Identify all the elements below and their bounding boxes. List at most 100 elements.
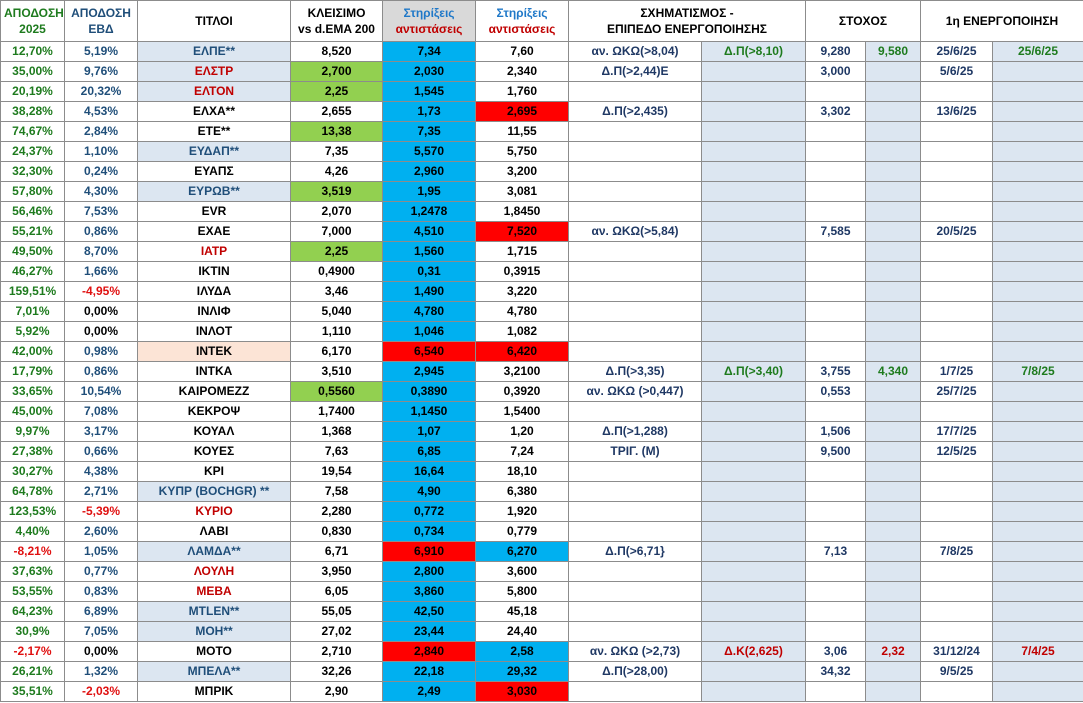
- cell-close: 3,519: [290, 181, 383, 202]
- cell-support-1: 6,85: [382, 441, 476, 462]
- cell-activation-date-2: [992, 541, 1083, 562]
- table-row: 27,38% 0,66% ΚΟΥΕΣ 7,63 6,85 7,24 ΤΡΙΓ. (Μ) 9,5…: [0, 441, 1083, 462]
- cell-perf-week: 0,77%: [64, 561, 138, 582]
- cell-pattern: [568, 241, 702, 262]
- cell-support-1: 6,540: [382, 341, 476, 362]
- cell-support-2: 0,3920: [475, 381, 569, 402]
- cell-activation-date-2: [992, 601, 1083, 622]
- cell-perf-2025: 20,19%: [0, 81, 65, 102]
- cell-target-2: [865, 201, 921, 222]
- cell-perf-week: 0,98%: [64, 341, 138, 362]
- cell-target: 3,06: [805, 641, 866, 662]
- cell-level: [701, 421, 806, 442]
- cell-ticker: ΕΛΠΕ**: [137, 41, 291, 62]
- cell-activation-date: [920, 281, 993, 302]
- cell-support-2: 2,695: [475, 101, 569, 122]
- cell-pattern: [568, 281, 702, 302]
- cell-target: [805, 121, 866, 142]
- cell-activation-date: 7/8/25: [920, 541, 993, 562]
- cell-target: [805, 601, 866, 622]
- cell-pattern: [568, 201, 702, 222]
- cell-activation-date-2: [992, 281, 1083, 302]
- cell-close: 2,90: [290, 681, 383, 702]
- cell-support-2: 0,3915: [475, 261, 569, 282]
- cell-perf-week: 1,66%: [64, 261, 138, 282]
- cell-target-2: [865, 601, 921, 622]
- cell-support-2: 18,10: [475, 461, 569, 482]
- table-row: 37,63% 0,77% ΛΟΥΛΗ 3,950 2,800 3,600: [0, 561, 1083, 582]
- cell-level: [701, 181, 806, 202]
- cell-activation-date-2: [992, 221, 1083, 242]
- cell-support-1: 2,960: [382, 161, 476, 182]
- cell-perf-2025: 53,55%: [0, 581, 65, 602]
- cell-perf-2025: 123,53%: [0, 501, 65, 522]
- cell-support-2: 1,5400: [475, 401, 569, 422]
- table-row: 38,28% 4,53% ΕΛΧΑ** 2,655 1,73 2,695 Δ.Π(>2,43…: [0, 101, 1083, 122]
- cell-perf-2025: 37,63%: [0, 561, 65, 582]
- table-row: 64,23% 6,89% MTLEN** 55,05 42,50 45,18: [0, 601, 1083, 622]
- cell-close: 0,5560: [290, 381, 383, 402]
- cell-perf-2025: 4,40%: [0, 521, 65, 542]
- cell-pattern: [568, 181, 702, 202]
- cell-target-2: [865, 421, 921, 442]
- cell-pattern: [568, 561, 702, 582]
- cell-perf-2025: 30,9%: [0, 621, 65, 642]
- cell-activation-date-2: 7/8/25: [992, 361, 1083, 382]
- cell-close: 6,170: [290, 341, 383, 362]
- cell-support-1: 1,046: [382, 321, 476, 342]
- cell-support-1: 2,945: [382, 361, 476, 382]
- cell-target-2: 9,580: [865, 41, 921, 62]
- cell-support-2: 3,600: [475, 561, 569, 582]
- cell-level: [701, 441, 806, 462]
- cell-support-2: 7,24: [475, 441, 569, 462]
- cell-target-2: [865, 121, 921, 142]
- cell-level: [701, 661, 806, 682]
- cell-target: 9,280: [805, 41, 866, 62]
- cell-close: 3,46: [290, 281, 383, 302]
- cell-perf-2025: 56,46%: [0, 201, 65, 222]
- cell-activation-date: [920, 121, 993, 142]
- cell-activation-date-2: [992, 581, 1083, 602]
- cell-support-2: 45,18: [475, 601, 569, 622]
- cell-pattern: [568, 461, 702, 482]
- cell-level: [701, 521, 806, 542]
- cell-pattern: αν. ΩΚΩ (>2,73): [568, 641, 702, 662]
- cell-perf-week: 3,17%: [64, 421, 138, 442]
- cell-perf-week: 0,86%: [64, 221, 138, 242]
- cell-activation-date-2: [992, 121, 1083, 142]
- cell-ticker: ΙΚΤΙΝ: [137, 261, 291, 282]
- cell-level: [701, 601, 806, 622]
- cell-activation-date: [920, 301, 993, 322]
- cell-ticker: ΙΑΤΡ: [137, 241, 291, 262]
- cell-perf-week: 0,00%: [64, 641, 138, 662]
- cell-perf-week: 1,10%: [64, 141, 138, 162]
- cell-target-2: [865, 461, 921, 482]
- cell-perf-week: -4,95%: [64, 281, 138, 302]
- table-row: 64,78% 2,71% ΚΥΠΡ (BOCHGR) ** 7,58 4,90 6,380: [0, 481, 1083, 502]
- cell-activation-date: [920, 501, 993, 522]
- cell-activation-date: [920, 621, 993, 642]
- cell-level: Δ.Κ(2,625): [701, 641, 806, 662]
- cell-support-2: 5,750: [475, 141, 569, 162]
- cell-ticker: ΙΝΤΕΚ: [137, 341, 291, 362]
- cell-perf-week: 4,53%: [64, 101, 138, 122]
- cell-level: [701, 581, 806, 602]
- cell-activation-date: 5/6/25: [920, 61, 993, 82]
- cell-support-1: 23,44: [382, 621, 476, 642]
- cell-support-2: 2,58: [475, 641, 569, 662]
- cell-pattern: [568, 261, 702, 282]
- cell-support-2: 6,380: [475, 481, 569, 502]
- cell-perf-week: 7,08%: [64, 401, 138, 422]
- cell-target: 0,553: [805, 381, 866, 402]
- cell-perf-week: 0,00%: [64, 321, 138, 342]
- cell-level: [701, 321, 806, 342]
- cell-target: 7,13: [805, 541, 866, 562]
- cell-perf-2025: 7,01%: [0, 301, 65, 322]
- cell-pattern: Δ.Π(>1,288): [568, 421, 702, 442]
- cell-activation-date-2: [992, 381, 1083, 402]
- cell-perf-2025: 5,92%: [0, 321, 65, 342]
- cell-support-1: 1,2478: [382, 201, 476, 222]
- cell-level: [701, 161, 806, 182]
- cell-target-2: [865, 401, 921, 422]
- cell-support-1: 1,545: [382, 81, 476, 102]
